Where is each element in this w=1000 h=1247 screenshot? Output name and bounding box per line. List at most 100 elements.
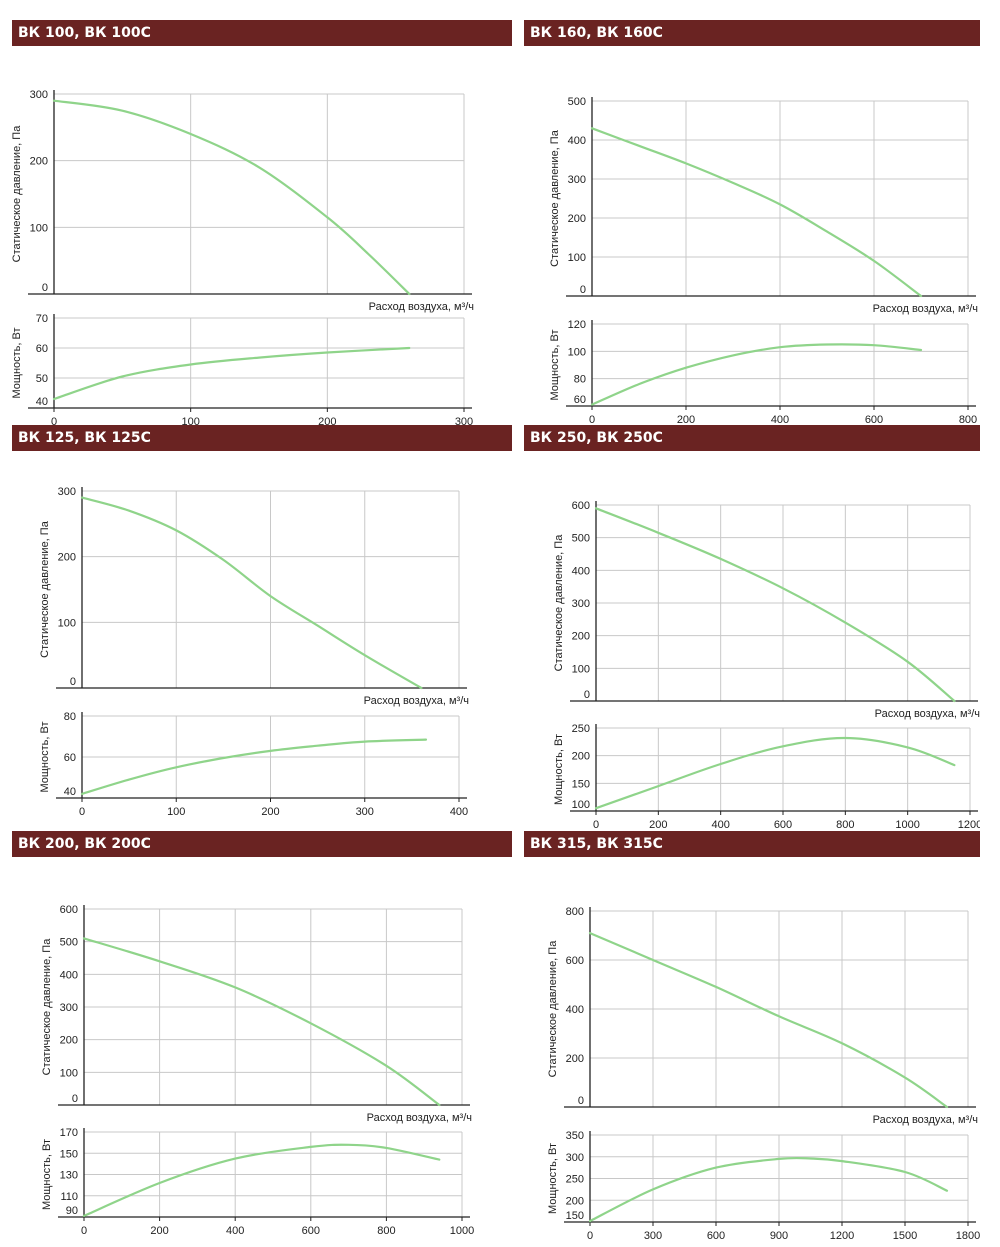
y-tick-label: 130 xyxy=(60,1170,78,1182)
x-tick-label: 800 xyxy=(377,1225,395,1237)
chart-title: ВК 250, ВК 250С xyxy=(524,425,980,451)
power-plot: 100 150 200 250 0 200 400 600 800 1000 1200 Мощност… xyxy=(553,723,980,831)
x-tick-label: 900 xyxy=(770,1230,788,1242)
y-tick-label: 250 xyxy=(572,723,590,735)
x-tick-label: 1500 xyxy=(893,1230,917,1242)
y-tick-label: 170 xyxy=(60,1127,78,1139)
y-tick-label: 600 xyxy=(60,904,78,916)
chart-panel: ВК 160, ВК 160С 0 100 200 300 400 500 Статическ… xyxy=(524,20,980,436)
y-tick-label: 150 xyxy=(60,1148,78,1160)
x-tick-label: 600 xyxy=(302,1225,320,1237)
power-plot: 60 80 100 120 0 200 400 600 800 Мощность, Вт xyxy=(549,319,977,426)
x-axis-label: Расход воздуха, м³/ч xyxy=(873,303,978,315)
power-curve xyxy=(594,736,956,810)
x-tick-label: 0 xyxy=(587,1230,593,1242)
y-tick-label: 0 xyxy=(72,1093,78,1105)
pressure-plot: 0 100 200 300 Статическое давление, Па Расход… xyxy=(12,89,474,313)
x-tick-label: 200 xyxy=(649,819,667,831)
y-tick-label: 200 xyxy=(572,751,590,763)
x-axis-label: Расход воздуха, м³/ч xyxy=(364,695,469,707)
y-tick-label: 100 xyxy=(572,663,590,675)
y-tick-label: 400 xyxy=(568,135,586,147)
x-tick-label: 800 xyxy=(836,819,854,831)
y-tick-label: 300 xyxy=(60,1002,78,1014)
power-y-axis-label: Мощность, Вт xyxy=(41,1139,53,1210)
y-tick-label: 500 xyxy=(568,96,586,108)
chart-svg: 0 100 200 300 Статическое давление, Па Расход… xyxy=(39,486,469,818)
x-axis-label: Расход воздуха, м³/ч xyxy=(369,301,474,313)
x-tick-label: 400 xyxy=(711,819,729,831)
x-tick-label: 600 xyxy=(774,819,792,831)
power-curve xyxy=(80,738,428,795)
y-tick-label: 40 xyxy=(64,786,76,798)
power-y-axis-label: Мощность, Вт xyxy=(12,327,23,398)
chart-panel: ВК 125, ВК 125С 0 100 200 300 Статическое дав… xyxy=(12,425,512,831)
x-tick-label: 400 xyxy=(771,414,789,426)
x-tick-label: 400 xyxy=(226,1225,244,1237)
y-tick-label: 300 xyxy=(30,89,48,101)
pressure-y-axis-label: Статическое давление, Па xyxy=(553,534,565,672)
y-tick-label: 60 xyxy=(574,394,586,406)
x-tick-label: 200 xyxy=(677,414,695,426)
y-tick-label: 200 xyxy=(60,1035,78,1047)
y-tick-label: 0 xyxy=(584,689,590,701)
pressure-y-axis-label: Статическое давление, Па xyxy=(41,938,53,1076)
pressure-plot: 0 100 200 300 400 500 600 Статическое давление,… xyxy=(553,500,980,720)
y-tick-label: 80 xyxy=(574,374,586,386)
y-tick-label: 300 xyxy=(58,486,76,498)
pressure-plot: 0 100 200 300 400 500 600 Статическое давление,… xyxy=(41,904,472,1124)
x-tick-label: 200 xyxy=(150,1225,168,1237)
chart-title: ВК 160, ВК 160С xyxy=(524,20,980,46)
x-tick-label: 0 xyxy=(589,414,595,426)
y-tick-label: 250 xyxy=(566,1174,584,1186)
pressure-curve xyxy=(80,496,423,690)
y-tick-label: 500 xyxy=(60,937,78,949)
pressure-curve xyxy=(590,127,923,298)
x-tick-label: 600 xyxy=(865,414,883,426)
chart-panel: ВК 250, ВК 250С 0 100 200 300 400 500 600 Статич… xyxy=(524,425,980,836)
pressure-y-axis-label: Статическое давление, Па xyxy=(547,940,559,1078)
x-tick-label: 600 xyxy=(707,1230,725,1242)
x-tick-label: 0 xyxy=(593,819,599,831)
chart-title: ВК 200, ВК 200С xyxy=(12,831,512,857)
y-tick-label: 0 xyxy=(578,1095,584,1107)
y-tick-label: 300 xyxy=(568,174,586,186)
y-tick-label: 100 xyxy=(568,346,586,358)
y-tick-label: 800 xyxy=(566,906,584,918)
y-tick-label: 100 xyxy=(568,252,586,264)
y-tick-label: 600 xyxy=(566,955,584,967)
y-tick-label: 40 xyxy=(36,396,48,408)
x-tick-label: 1800 xyxy=(956,1230,980,1242)
power-curve xyxy=(82,1143,441,1217)
pressure-y-axis-label: Статическое давление, Па xyxy=(549,129,561,267)
y-tick-label: 80 xyxy=(64,711,76,723)
y-tick-label: 0 xyxy=(70,676,76,688)
chart-title: ВК 315, ВК 315С xyxy=(524,831,980,857)
pressure-y-axis-label: Статическое давление, Па xyxy=(39,520,51,658)
x-tick-label: 1200 xyxy=(830,1230,854,1242)
power-plot: 90 110 130 150 170 0 200 400 600 800 1000 Мощность,… xyxy=(41,1127,474,1237)
y-tick-label: 70 xyxy=(36,313,48,325)
y-tick-label: 600 xyxy=(572,500,590,512)
y-tick-label: 100 xyxy=(572,799,590,811)
y-tick-label: 0 xyxy=(580,284,586,296)
y-tick-label: 100 xyxy=(58,617,76,629)
power-y-axis-label: Мощность, Вт xyxy=(547,1143,559,1214)
y-tick-label: 110 xyxy=(60,1191,78,1203)
power-plot: 40 60 80 0 100 200 300 400 Мощность, Вт xyxy=(39,711,468,818)
chart-svg: 0 200 400 600 800 Статическое давление, Па Рас… xyxy=(547,906,980,1242)
y-tick-label: 500 xyxy=(572,533,590,545)
y-tick-label: 400 xyxy=(566,1004,584,1016)
y-tick-label: 200 xyxy=(568,213,586,225)
x-tick-label: 400 xyxy=(450,806,468,818)
y-tick-label: 60 xyxy=(64,752,76,764)
x-tick-label: 100 xyxy=(167,806,185,818)
power-y-axis-label: Мощность, Вт xyxy=(553,734,565,805)
y-tick-label: 300 xyxy=(566,1152,584,1164)
x-tick-label: 0 xyxy=(79,806,85,818)
y-tick-label: 400 xyxy=(572,565,590,577)
chart-svg: 0 100 200 300 400 500 Статическое давление, Па… xyxy=(549,96,978,426)
pressure-plot: 0 100 200 300 400 500 Статическое давление, Па… xyxy=(549,96,978,315)
